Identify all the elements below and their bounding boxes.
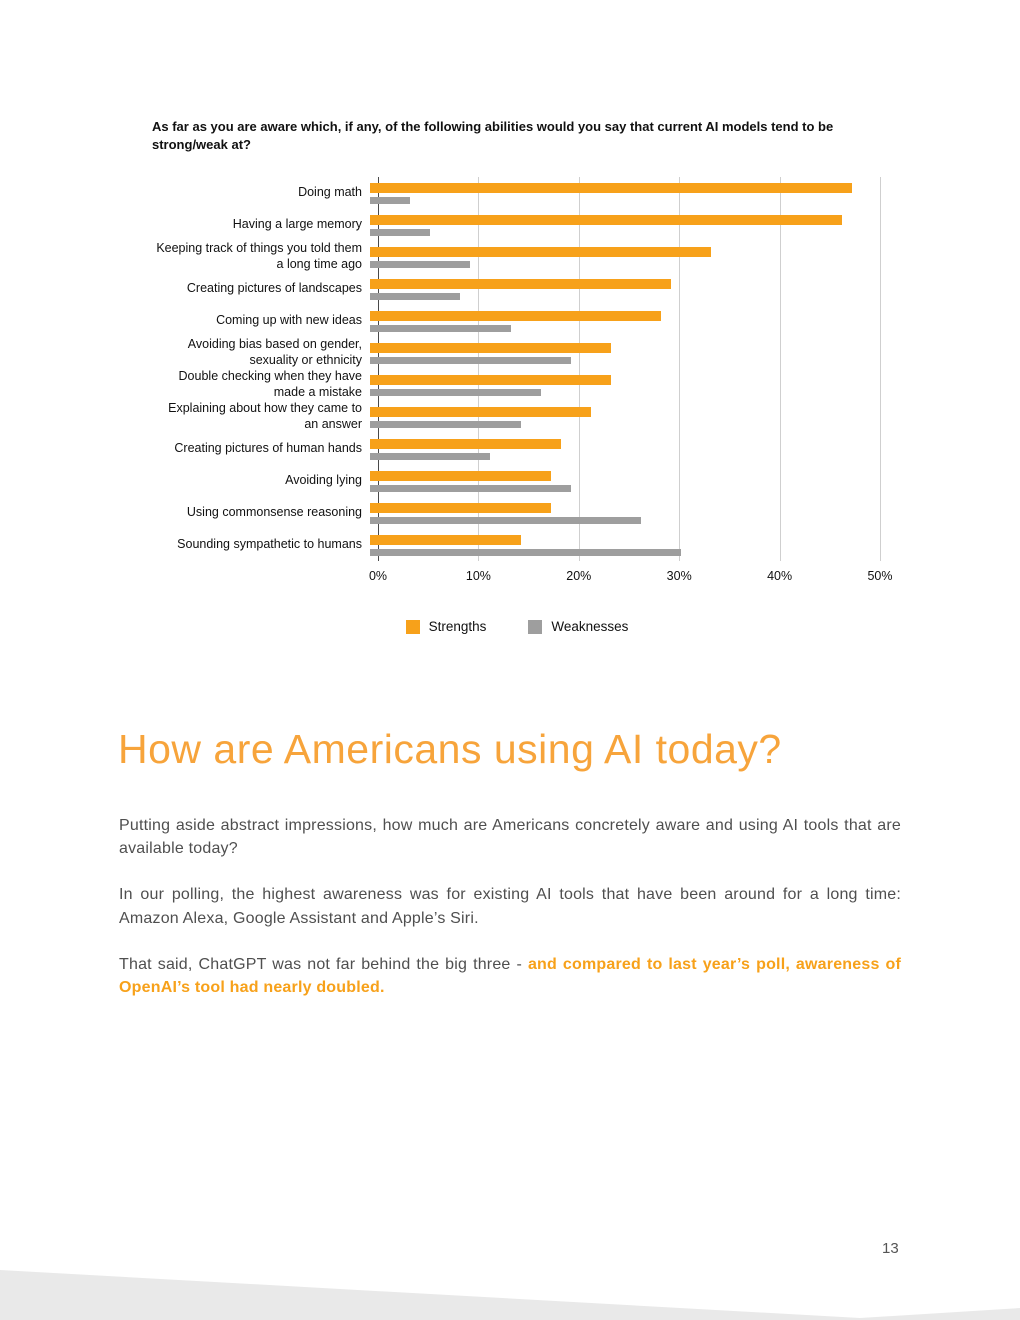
category-bars	[370, 534, 872, 556]
x-tick-label: 0%	[368, 569, 388, 584]
chart-plot-area: Doing math Having a large memory Keeping t…	[152, 177, 882, 562]
page-number: 13	[882, 1240, 899, 1257]
paragraph-3-highlight: and compared to last year’s poll, awaren…	[119, 955, 901, 996]
gridline	[679, 177, 681, 562]
chart-rows: Doing math Having a large memory Keeping t…	[152, 177, 882, 561]
category-bars	[370, 406, 872, 428]
chart-row: Explaining about how they came to an ans…	[152, 401, 882, 433]
chart-legend: Strengths Weaknesses	[152, 619, 882, 634]
legend-swatch	[405, 619, 420, 634]
section-heading: How are Americans using AI today?	[118, 726, 782, 772]
bar-weaknesses	[370, 516, 642, 524]
bar-weaknesses	[370, 228, 431, 236]
gridline	[578, 177, 580, 562]
chart-row: Coming up with new ideas	[152, 305, 882, 337]
chart-row: Avoiding lying	[152, 465, 882, 497]
bar-strengths	[370, 246, 712, 257]
bar-strengths	[370, 374, 611, 385]
chart-row: Creating pictures of landscapes	[152, 273, 882, 305]
category-bars	[370, 246, 872, 268]
bar-strengths	[370, 406, 591, 417]
x-tick-label: 50%	[867, 569, 893, 584]
x-tick-label: 30%	[666, 569, 692, 584]
x-tick-label: 20%	[566, 569, 592, 584]
category-bars	[370, 342, 872, 364]
legend-label: Strengths	[428, 619, 487, 635]
chart-title: As far as you are aware which, if any, o…	[152, 119, 834, 152]
category-label: Coming up with new ideas	[216, 313, 362, 328]
chart-row: Sounding sympathetic to humans	[152, 529, 882, 561]
category-label: Creating pictures of landscapes	[186, 281, 362, 296]
ai-abilities-chart: As far as you are aware which, if any, o…	[152, 118, 893, 634]
bar-weaknesses	[370, 356, 571, 364]
bar-strengths	[370, 278, 672, 289]
bar-strengths	[370, 534, 521, 545]
category-label: Avoiding lying	[285, 473, 362, 488]
bar-weaknesses	[370, 548, 682, 556]
bar-weaknesses	[370, 196, 411, 204]
x-tick-label: 40%	[767, 569, 793, 584]
x-axis: 0% 10% 20% 30% 40% 50%	[369, 569, 893, 589]
bar-strengths	[370, 182, 852, 193]
category-bars	[370, 438, 872, 460]
bar-strengths	[370, 342, 611, 353]
bar-weaknesses	[370, 388, 541, 396]
category-label: Double checking when they have made a mi…	[178, 369, 362, 400]
legend-label: Weaknesses	[551, 619, 629, 635]
category-label: Creating pictures of human hands	[174, 441, 362, 456]
chart-row: Double checking when they have made a mi…	[152, 369, 882, 401]
gridline	[779, 177, 781, 562]
chart-row: Using commonsense reasoning	[152, 497, 882, 529]
legend-item-weaknesses: Weaknesses	[528, 619, 628, 634]
x-tick-label: 10%	[465, 569, 491, 584]
paragraph-3: That said, ChatGPT was not far behind th…	[119, 953, 901, 999]
category-label: Sounding sympathetic to humans	[177, 537, 362, 552]
bar-strengths	[370, 310, 662, 321]
category-bars	[370, 214, 872, 236]
body-copy: Putting aside abstract impressions, how …	[119, 814, 901, 1022]
category-label: Keeping track of things you told them a …	[156, 241, 362, 272]
paragraph-2: In our polling, the highest awareness wa…	[119, 886, 901, 927]
legend-item-strengths: Strengths	[405, 619, 487, 635]
category-label: Avoiding bias based on gender, sexuality…	[187, 337, 362, 368]
category-bars	[370, 310, 872, 332]
category-bars	[370, 182, 872, 204]
category-label: Doing math	[298, 185, 362, 200]
chart-row: Doing math	[152, 177, 882, 209]
chart-row: Creating pictures of human hands	[152, 433, 882, 465]
bar-weaknesses	[370, 292, 461, 300]
category-label: Having a large memory	[232, 217, 362, 232]
chart-row: Keeping track of things you told them a …	[152, 241, 882, 273]
category-bars	[370, 470, 872, 492]
bar-weaknesses	[370, 260, 471, 268]
footer-decoration	[0, 1270, 1020, 1320]
gridline	[880, 177, 881, 562]
y-axis-line	[378, 177, 379, 562]
bar-strengths	[370, 438, 561, 449]
category-label: Using commonsense reasoning	[186, 505, 362, 520]
bar-weaknesses	[370, 452, 491, 460]
chart-row: Avoiding bias based on gender, sexuality…	[152, 337, 882, 369]
bar-weaknesses	[370, 324, 511, 332]
bar-strengths	[370, 502, 551, 513]
bar-weaknesses	[370, 420, 521, 428]
bar-strengths	[370, 470, 551, 481]
category-bars	[370, 278, 872, 300]
chart-row: Having a large memory	[152, 209, 882, 241]
paragraph-1: Putting aside abstract impressions, how …	[119, 817, 901, 858]
bar-strengths	[370, 214, 842, 225]
gridline	[478, 177, 480, 562]
category-label: Explaining about how they came to an ans…	[168, 401, 362, 432]
chart-gridlines	[378, 177, 881, 562]
category-bars	[370, 374, 872, 396]
bar-weaknesses	[370, 484, 571, 492]
category-bars	[370, 502, 872, 524]
legend-swatch	[528, 619, 543, 634]
paragraph-3-normal: That said, ChatGPT was not far behind th…	[119, 955, 528, 973]
